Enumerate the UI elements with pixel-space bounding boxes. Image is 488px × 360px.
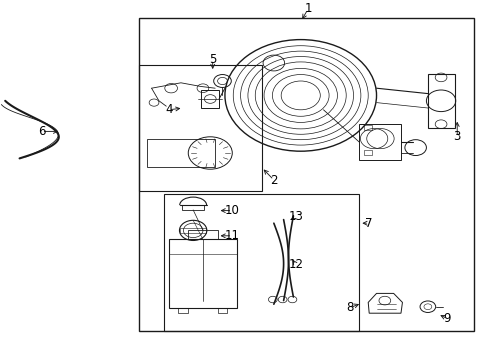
Text: 10: 10 [224, 204, 239, 217]
Text: 8: 8 [345, 301, 353, 314]
Text: 3: 3 [452, 130, 460, 143]
Text: 2: 2 [269, 174, 277, 186]
Text: 1: 1 [304, 3, 311, 15]
Text: 13: 13 [288, 210, 303, 222]
Text: 5: 5 [208, 53, 216, 66]
Text: 9: 9 [443, 312, 450, 325]
Text: 7: 7 [365, 217, 372, 230]
Text: 11: 11 [224, 229, 239, 242]
Text: 4: 4 [164, 103, 172, 116]
Text: 6: 6 [38, 125, 45, 138]
Text: 12: 12 [288, 258, 303, 271]
